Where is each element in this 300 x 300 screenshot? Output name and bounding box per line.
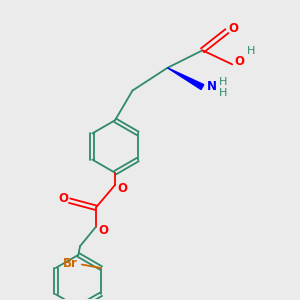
Text: H: H — [247, 46, 255, 56]
Text: O: O — [98, 224, 108, 237]
Text: O: O — [118, 182, 128, 195]
Text: O: O — [234, 55, 244, 68]
Text: Br: Br — [63, 257, 78, 270]
Text: N: N — [207, 80, 217, 93]
Text: H: H — [219, 88, 228, 98]
Text: O: O — [58, 192, 68, 205]
Polygon shape — [167, 68, 204, 89]
Text: H: H — [219, 77, 228, 87]
Text: O: O — [229, 22, 239, 35]
